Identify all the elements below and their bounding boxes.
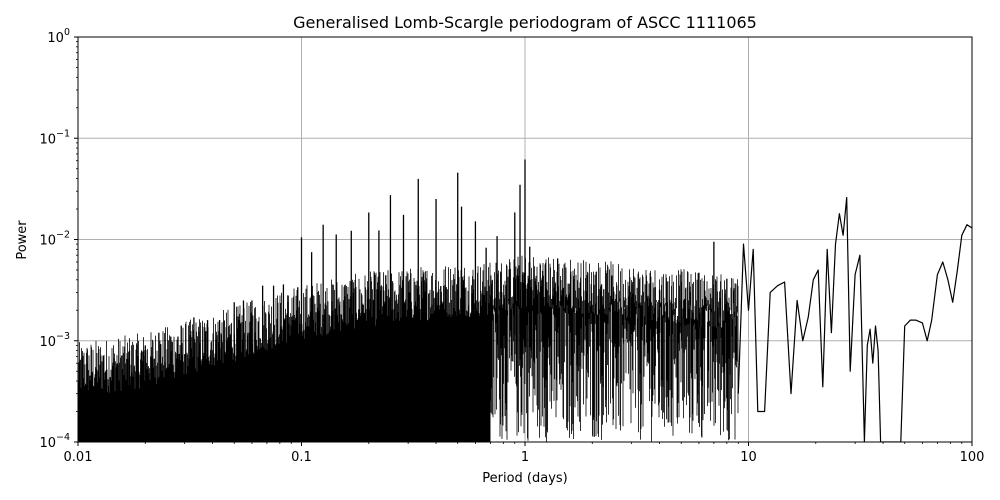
x-tick-label: 10 [740, 450, 757, 465]
y-tick-label: 10−2 [39, 230, 70, 249]
x-tick-label: 0.01 [64, 450, 93, 465]
x-tick-label: 100 [960, 450, 985, 465]
ticks: 0.01 0.1 1 10 100 10−4 10−3 10−2 10−1 100 [39, 27, 984, 465]
y-axis-label: Power [15, 220, 30, 260]
data-layer [78, 159, 972, 442]
chart-title: Generalised Lomb-Scargle periodogram of … [293, 13, 757, 32]
x-tick-label: 0.1 [291, 450, 312, 465]
y-tick-label: 100 [47, 27, 70, 46]
y-tick-label: 10−1 [39, 128, 70, 147]
x-tick-label: 1 [521, 450, 529, 465]
y-tick-label: 10−3 [39, 331, 70, 350]
x-axis-label: Period (days) [482, 471, 568, 486]
y-tick-label: 10−4 [39, 432, 70, 451]
periodogram-dense-fill [78, 335, 491, 442]
periodogram-line-long-period [737, 196, 972, 442]
